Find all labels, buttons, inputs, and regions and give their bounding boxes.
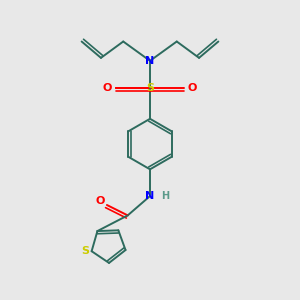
Text: N: N	[146, 191, 154, 201]
Text: N: N	[146, 56, 154, 66]
Text: S: S	[146, 82, 154, 93]
Text: O: O	[188, 82, 197, 93]
Text: O: O	[103, 82, 112, 93]
Text: H: H	[161, 191, 169, 201]
Text: S: S	[81, 246, 89, 256]
Text: O: O	[96, 196, 105, 206]
